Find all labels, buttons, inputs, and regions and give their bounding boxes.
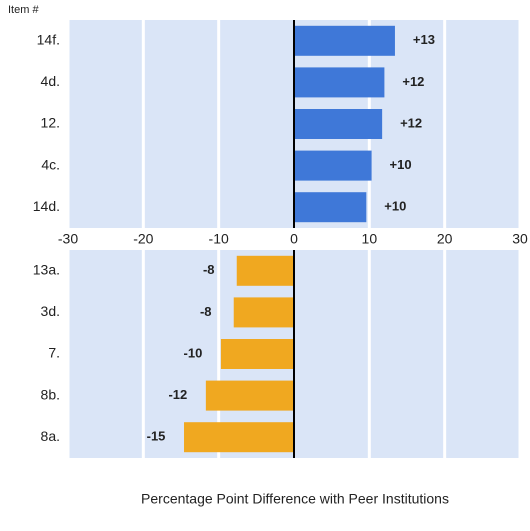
y-tick-label: 8a. — [41, 428, 60, 444]
bar — [205, 380, 294, 411]
y-tick-label: 7. — [48, 345, 60, 361]
bar — [294, 25, 395, 56]
value-label: -15 — [147, 429, 166, 444]
bar — [233, 297, 294, 328]
x-tick-label: -20 — [133, 231, 153, 247]
value-label: +10 — [384, 199, 406, 214]
bar — [294, 150, 372, 181]
value-label: +10 — [390, 157, 412, 172]
x-tick-label: -10 — [209, 231, 229, 247]
value-label: -10 — [184, 345, 203, 360]
y-tick-label: 13a. — [33, 262, 60, 278]
y-axis-label: Item # — [8, 4, 39, 16]
bar — [294, 67, 385, 98]
value-label: +13 — [413, 32, 435, 47]
x-tick-label: 0 — [290, 231, 298, 247]
x-tick-label: -30 — [58, 231, 78, 247]
y-tick-label: 12. — [41, 115, 60, 131]
y-tick-label: 8b. — [41, 386, 60, 402]
value-label: -12 — [168, 387, 187, 402]
y-tick-label: 3d. — [41, 303, 60, 319]
value-label: -8 — [200, 304, 212, 319]
x-tick-label: 10 — [362, 231, 378, 247]
y-tick-label: 14f. — [37, 32, 60, 48]
bar — [184, 422, 294, 453]
x-tick-label: 20 — [437, 231, 453, 247]
value-label: -8 — [203, 262, 215, 277]
y-tick-label: 4d. — [41, 73, 60, 89]
bar — [236, 255, 294, 286]
bar — [294, 192, 367, 223]
y-tick-label: 4c. — [41, 156, 60, 172]
bar — [220, 339, 294, 369]
value-label: +12 — [402, 74, 424, 89]
bar — [294, 109, 383, 139]
x-axis-title: Percentage Point Difference with Peer In… — [141, 491, 449, 507]
x-tick-label: 30 — [512, 231, 528, 247]
y-tick-label: 14d. — [33, 198, 60, 214]
value-label: +12 — [400, 115, 422, 130]
